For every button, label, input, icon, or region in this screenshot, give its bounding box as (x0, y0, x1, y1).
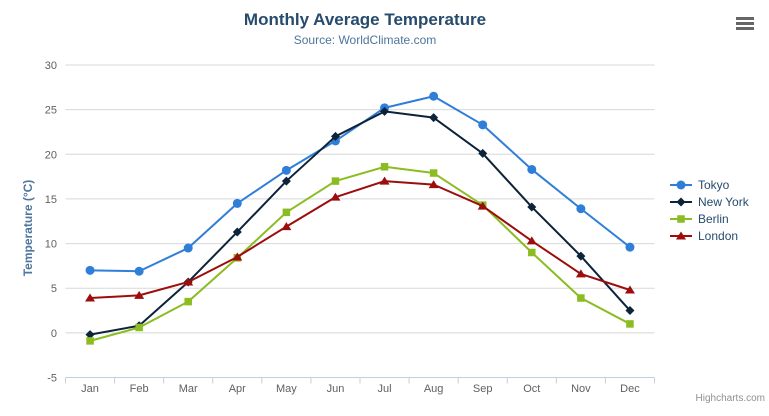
data-point-marker[interactable] (527, 164, 537, 174)
x-axis-label: Sep (473, 383, 493, 395)
data-point-marker[interactable] (183, 243, 193, 253)
legend-item-label: Tokyo (698, 177, 730, 192)
series-new-york (85, 106, 635, 340)
legend-marker-circle-icon (670, 180, 692, 189)
legend-marker-diamond-icon (670, 197, 692, 206)
data-point-marker[interactable] (625, 306, 635, 316)
series-line[interactable] (89, 165, 631, 342)
legend-item-label: Berlin (698, 211, 729, 226)
data-point-marker[interactable] (232, 227, 242, 237)
data-point-marker[interactable] (282, 208, 291, 217)
x-axis-label: Oct (523, 383, 540, 395)
data-point-marker[interactable] (477, 201, 488, 210)
x-axis-label: Jul (378, 383, 392, 395)
series-line[interactable] (89, 110, 631, 336)
data-point-marker[interactable] (85, 265, 95, 275)
series-tokyo (85, 91, 635, 276)
data-point-marker[interactable] (86, 337, 94, 345)
data-point-marker[interactable] (625, 242, 635, 252)
legend-marker (676, 197, 686, 206)
data-point-marker[interactable] (478, 148, 488, 158)
series-berlin (86, 163, 634, 345)
legend-item-berlin[interactable]: Berlin (669, 210, 749, 227)
data-point-marker[interactable] (380, 163, 389, 171)
data-point-marker[interactable] (576, 251, 586, 261)
data-point-marker[interactable] (380, 106, 390, 116)
data-point-marker[interactable] (428, 180, 439, 189)
x-axis-label: Apr (229, 383, 246, 395)
data-point-marker[interactable] (624, 285, 635, 294)
legend-marker (676, 231, 686, 239)
data-point-marker[interactable] (330, 131, 340, 141)
data-point-marker[interactable] (183, 277, 194, 286)
legend-marker-square-icon (670, 214, 692, 223)
data-point-marker[interactable] (577, 294, 585, 302)
legend-marker (677, 214, 685, 223)
x-axis-label: Dec (620, 383, 640, 395)
series-line[interactable] (90, 95, 631, 273)
x-axis-label: Mar (179, 383, 198, 395)
y-axis-label: 10 (45, 239, 57, 251)
legend-marker-triangle-icon (670, 231, 692, 239)
series-line[interactable] (89, 180, 631, 300)
y-axis-label: 25 (45, 105, 57, 117)
x-axis-label: Jun (327, 383, 345, 395)
data-point-marker[interactable] (575, 269, 586, 278)
legend: Tokyo New York Berlin London (669, 176, 749, 244)
data-point-marker[interactable] (429, 91, 439, 101)
data-point-marker[interactable] (281, 222, 292, 231)
data-point-marker[interactable] (478, 120, 488, 130)
legend-item-tokyo[interactable]: Tokyo (669, 176, 749, 193)
data-point-marker[interactable] (379, 176, 390, 185)
data-point-marker[interactable] (626, 320, 634, 328)
data-point-marker[interactable] (184, 297, 192, 306)
chart-subtitle: Source: WorldClimate.com (293, 33, 437, 47)
data-point-marker[interactable] (281, 176, 291, 186)
data-point-marker[interactable] (85, 330, 95, 340)
data-point-marker[interactable] (135, 323, 143, 332)
x-axis-label: Aug (424, 383, 444, 395)
legend-item-label: New York (698, 194, 749, 209)
x-axis-label: Nov (571, 383, 591, 395)
x-axis-label: May (276, 383, 297, 395)
x-axis-label: Feb (130, 383, 149, 395)
y-axis-label: 20 (45, 149, 57, 161)
data-point-marker[interactable] (331, 177, 340, 185)
data-point-marker[interactable] (429, 113, 439, 123)
data-point-marker[interactable] (528, 248, 536, 257)
y-axis-label: 15 (45, 194, 57, 206)
data-point-marker[interactable] (134, 290, 145, 299)
data-point-marker[interactable] (281, 165, 291, 175)
data-point-marker[interactable] (526, 236, 537, 245)
x-axis-label: Jan (81, 383, 99, 395)
hamburger-icon (736, 16, 754, 30)
legend-item-label: London (698, 228, 739, 243)
legend-item-new-york[interactable]: New York (669, 193, 749, 210)
data-point-marker[interactable] (85, 293, 96, 302)
data-point-marker[interactable] (232, 252, 243, 261)
legend-item-london[interactable]: London (669, 227, 749, 244)
y-axis-label: 5 (51, 283, 57, 295)
y-axis-label: -5 (47, 373, 57, 385)
series-london (85, 176, 635, 302)
y-axis-label: 30 (45, 60, 57, 72)
legend-marker (676, 180, 686, 189)
data-point-marker[interactable] (134, 266, 144, 276)
data-point-marker[interactable] (576, 204, 586, 214)
chart-title: Monthly Average Temperature (243, 10, 487, 29)
credits-link[interactable]: Highcharts.com (695, 393, 765, 404)
y-axis-label: 0 (51, 328, 57, 340)
data-point-marker[interactable] (330, 192, 341, 201)
data-point-marker[interactable] (429, 169, 438, 177)
data-point-marker[interactable] (527, 202, 537, 212)
chart-context-menu-button[interactable] (732, 12, 758, 34)
data-point-marker[interactable] (232, 198, 242, 208)
